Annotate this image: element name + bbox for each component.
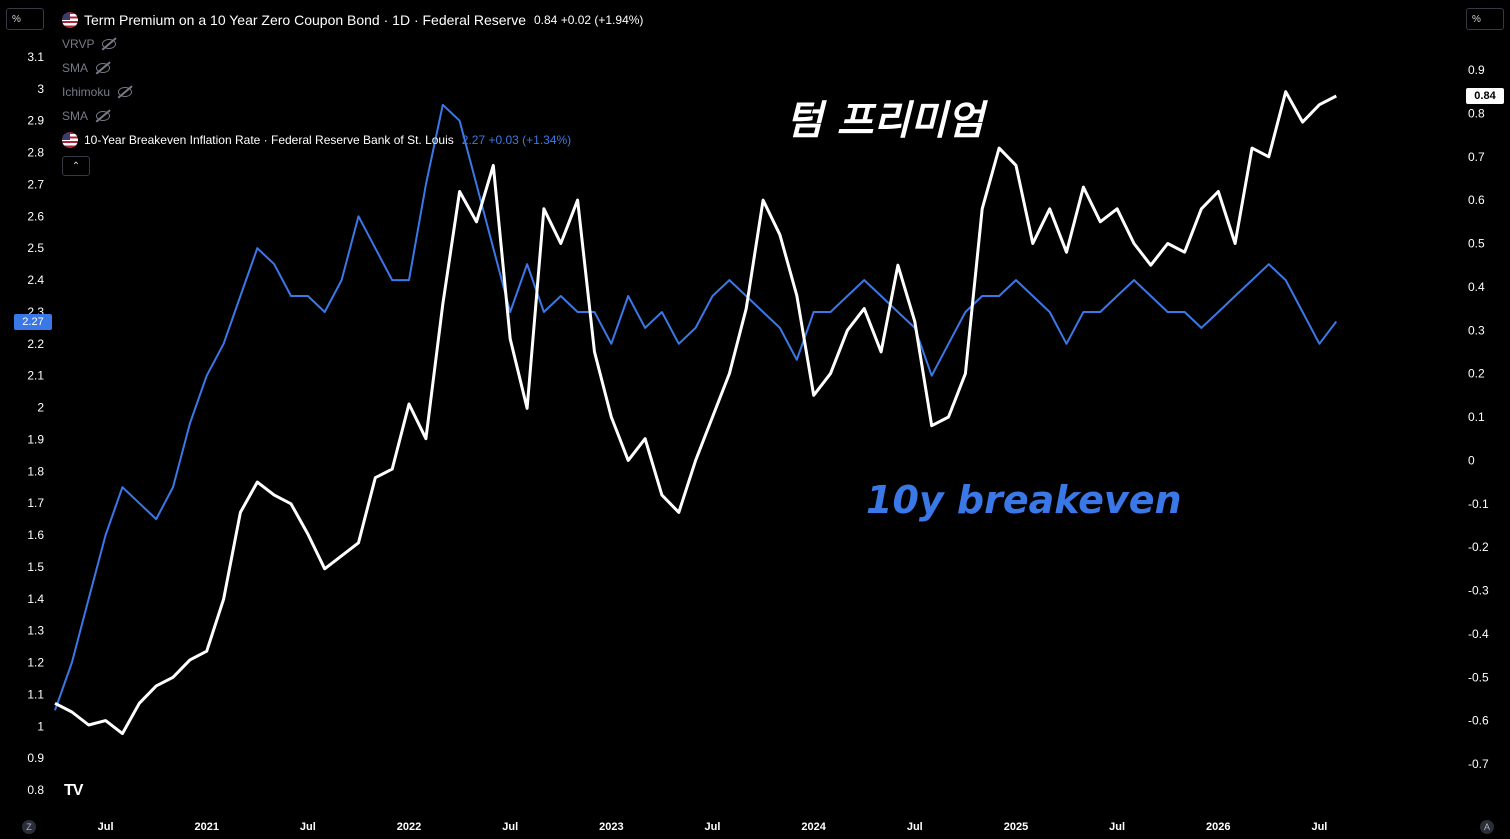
time-axis: Jul 2021 Jul 2022 Jul 2023 Jul 2024 Jul 2025 Jul 20… bbox=[98, 821, 1328, 833]
left-axis-tick-label: 3.1 bbox=[27, 50, 44, 64]
right-axis-tick-label: 0.7 bbox=[1468, 150, 1485, 164]
left-axis-tick-label: 0.9 bbox=[27, 751, 44, 765]
right-axis-tick-label: -0.4 bbox=[1468, 627, 1489, 641]
right-axis-tick-label: -0.3 bbox=[1468, 584, 1489, 598]
right-axis-tick-label: -0.5 bbox=[1468, 670, 1489, 684]
series-layer bbox=[54, 90, 1338, 736]
time-axis-tick-label: Jul bbox=[705, 821, 721, 833]
right-axis-tick-label: 0.9 bbox=[1468, 63, 1485, 77]
indicator-label: SMA bbox=[62, 109, 89, 123]
main-series-title: Term Premium on a 10 Year Zero Coupon Bo… bbox=[84, 12, 526, 28]
left-price-badge: 2.27 bbox=[14, 313, 52, 330]
left-axis-tick-label: 1.3 bbox=[27, 624, 44, 638]
tradingview-logo[interactable]: TV bbox=[64, 782, 83, 799]
indicator-label: Ichimoku bbox=[62, 85, 111, 99]
left-axis-tick-label: 1.4 bbox=[27, 592, 44, 606]
left-axis-tick-label: 2 bbox=[37, 401, 44, 415]
chevron-up-icon: ⌃ bbox=[71, 160, 81, 172]
right-axis-tick-label: 0.4 bbox=[1468, 280, 1485, 294]
time-axis-tick-label: 2021 bbox=[194, 821, 218, 833]
left-axis-tick-label: 2.1 bbox=[27, 369, 44, 383]
left-axis-tick-label: 1.2 bbox=[27, 656, 44, 670]
left-axis-tick-label: 1.1 bbox=[27, 687, 44, 701]
collapse-legend-button[interactable]: ⌃ bbox=[62, 156, 90, 176]
time-axis-tick-label: 2026 bbox=[1206, 821, 1230, 833]
left-axis-tick-label: 2.6 bbox=[27, 209, 44, 223]
left-scale-settings-button[interactable]: % bbox=[6, 8, 44, 30]
eye-hidden-icon[interactable] bbox=[96, 111, 111, 121]
indicator-row-sma[interactable]: SMA bbox=[62, 56, 643, 80]
right-axis-tick-label: 0 bbox=[1468, 453, 1475, 467]
second-series-legend[interactable]: 10-Year Breakeven Inflation Rate · Feder… bbox=[62, 128, 643, 152]
left-axis-tick-label: 2.9 bbox=[27, 114, 44, 128]
left-axis-tick-label: 1.7 bbox=[27, 496, 44, 510]
right-axis-tick-label: 0.1 bbox=[1468, 410, 1485, 424]
left-axis-tick-label: 2.2 bbox=[27, 337, 44, 351]
term-premium-line[interactable] bbox=[54, 90, 1337, 736]
time-axis-tick-label: Jul bbox=[1109, 821, 1125, 833]
main-series-value: 0.84 +0.02 (+1.94%) bbox=[534, 13, 644, 27]
time-axis-tick-label: 2022 bbox=[397, 821, 421, 833]
left-axis-tick-label: 2.7 bbox=[27, 177, 44, 191]
left-axis-tick-label: 2.5 bbox=[27, 241, 44, 255]
time-axis-tick-label: Jul bbox=[1311, 821, 1327, 833]
right-axis-tick-label: -0.6 bbox=[1468, 714, 1489, 728]
time-axis-tick-label: Jul bbox=[502, 821, 518, 833]
right-axis-tick-label: -0.7 bbox=[1468, 757, 1489, 771]
chart-legend: Term Premium on a 10 Year Zero Coupon Bo… bbox=[62, 8, 643, 176]
right-axis-tick-label: 0.2 bbox=[1468, 367, 1485, 381]
right-axis-tick-label: -0.1 bbox=[1468, 497, 1489, 511]
time-axis-tick-label: 2023 bbox=[599, 821, 623, 833]
time-axis-tick-label: Jul bbox=[907, 821, 923, 833]
left-axis-tick-label: 1.9 bbox=[27, 432, 44, 446]
time-axis-tick-label: 2025 bbox=[1004, 821, 1028, 833]
time-axis-tick-label: Jul bbox=[300, 821, 316, 833]
left-axis-tick-label: 2.8 bbox=[27, 146, 44, 160]
left-axis-tick-label: 1.6 bbox=[27, 528, 44, 542]
right-axis-tick-label: 0.3 bbox=[1468, 323, 1485, 337]
main-series-legend[interactable]: Term Premium on a 10 Year Zero Coupon Bo… bbox=[62, 8, 643, 32]
indicator-label: VRVP bbox=[62, 37, 95, 51]
right-scale-settings-button[interactable]: % bbox=[1466, 8, 1504, 30]
indicator-row-vrvp[interactable]: VRVP bbox=[62, 32, 643, 56]
eye-hidden-icon[interactable] bbox=[96, 63, 111, 73]
indicator-row-sma-2[interactable]: SMA bbox=[62, 104, 643, 128]
term-premium-annotation[interactable]: 텀 프리미엄 bbox=[786, 98, 984, 144]
breakeven-annotation[interactable]: 10y breakeven bbox=[866, 478, 1182, 522]
indicator-row-ichimoku[interactable]: Ichimoku bbox=[62, 80, 643, 104]
left-axis-tick-label: 1.5 bbox=[27, 560, 44, 574]
indicator-label: SMA bbox=[62, 61, 89, 75]
time-axis-tick-label: Jul bbox=[98, 821, 114, 833]
right-axis-tick-label: 0.8 bbox=[1468, 106, 1485, 120]
right-price-badge: 0.84 bbox=[1466, 88, 1504, 105]
breakeven-line[interactable] bbox=[54, 103, 1338, 711]
left-auto-scale-button[interactable]: Z bbox=[22, 820, 36, 834]
right-axis-tick-label: 0.5 bbox=[1468, 237, 1485, 251]
right-axis-tick-label: -0.2 bbox=[1468, 540, 1489, 554]
time-axis-tick-label: 2024 bbox=[801, 821, 826, 833]
us-flag-icon bbox=[62, 12, 78, 28]
eye-hidden-icon[interactable] bbox=[102, 39, 117, 49]
right-axis-tick-label: 0.6 bbox=[1468, 193, 1485, 207]
eye-hidden-icon[interactable] bbox=[118, 87, 133, 97]
left-axis-tick-label: 0.8 bbox=[27, 783, 44, 797]
left-axis-tick-label: 1.8 bbox=[27, 464, 44, 478]
left-axis-tick-label: 2.4 bbox=[27, 273, 44, 287]
us-flag-icon bbox=[62, 132, 78, 148]
second-series-title: 10-Year Breakeven Inflation Rate · Feder… bbox=[84, 133, 454, 147]
left-axis-tick-label: 3 bbox=[37, 82, 44, 96]
right-auto-scale-button[interactable]: A bbox=[1480, 820, 1494, 834]
second-series-value: 2.27 +0.03 (+1.34%) bbox=[461, 133, 572, 147]
left-axis-tick-label: 1 bbox=[37, 719, 44, 733]
right-price-axis: -0.7 -0.6 -0.5 -0.4 -0.3 -0.2 -0.1 0 0.1 0.2 0.3 0.… bbox=[1468, 63, 1489, 771]
left-price-axis: 0.8 0.9 1 1.1 1.2 1.3 1.4 1.5 1.6 1.7 1.8 1.9 2 2.1 2.… bbox=[27, 50, 44, 797]
